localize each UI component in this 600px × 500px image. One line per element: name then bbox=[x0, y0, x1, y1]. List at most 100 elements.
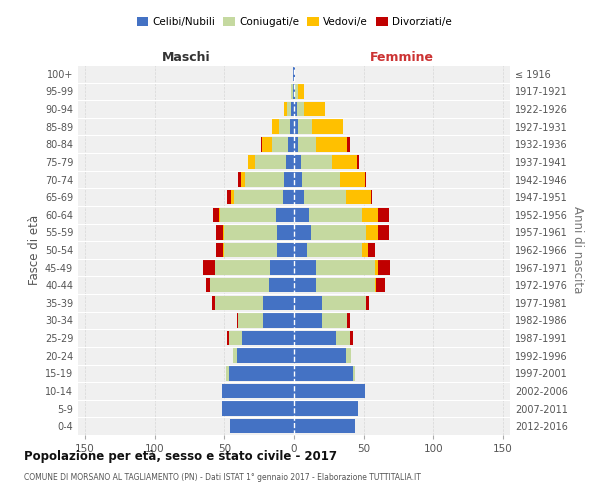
Bar bbox=[340, 172, 365, 186]
Bar bbox=[203, 260, 215, 275]
Bar bbox=[375, 278, 376, 292]
Bar bbox=[316, 260, 375, 275]
Bar bbox=[271, 260, 294, 275]
Bar bbox=[231, 190, 234, 204]
Bar bbox=[263, 296, 294, 310]
Bar bbox=[377, 260, 390, 275]
Bar bbox=[294, 120, 298, 134]
Bar bbox=[298, 120, 312, 134]
Bar bbox=[276, 208, 294, 222]
Bar bbox=[365, 172, 367, 186]
Bar bbox=[237, 348, 294, 363]
Y-axis label: Fasce di età: Fasce di età bbox=[28, 215, 41, 285]
Bar bbox=[294, 243, 307, 257]
Text: COMUNE DI MORSANO AL TAGLIAMENTO (PN) - Dati ISTAT 1° gennaio 2017 - Elaborazion: COMUNE DI MORSANO AL TAGLIAMENTO (PN) - … bbox=[24, 472, 421, 482]
Bar bbox=[234, 190, 283, 204]
Bar bbox=[223, 225, 224, 240]
Bar bbox=[316, 278, 375, 292]
Bar bbox=[367, 296, 369, 310]
Bar bbox=[350, 331, 353, 345]
Bar bbox=[294, 384, 365, 398]
Bar bbox=[211, 278, 269, 292]
Bar bbox=[294, 314, 322, 328]
Bar bbox=[213, 208, 219, 222]
Bar bbox=[347, 314, 350, 328]
Bar bbox=[293, 84, 294, 98]
Bar bbox=[227, 331, 229, 345]
Bar bbox=[362, 208, 377, 222]
Bar bbox=[293, 66, 294, 81]
Bar bbox=[368, 243, 375, 257]
Bar bbox=[357, 154, 359, 169]
Text: Femmine: Femmine bbox=[370, 51, 434, 64]
Bar bbox=[307, 243, 362, 257]
Bar bbox=[367, 225, 377, 240]
Bar bbox=[272, 137, 289, 152]
Bar bbox=[216, 225, 223, 240]
Bar bbox=[277, 225, 294, 240]
Bar bbox=[241, 172, 245, 186]
Bar bbox=[277, 243, 294, 257]
Bar bbox=[346, 190, 371, 204]
Bar bbox=[229, 366, 294, 380]
Bar bbox=[336, 331, 350, 345]
Bar bbox=[294, 154, 301, 169]
Bar bbox=[371, 190, 372, 204]
Bar bbox=[237, 314, 238, 328]
Bar bbox=[294, 419, 355, 434]
Bar bbox=[294, 102, 297, 117]
Bar bbox=[212, 296, 215, 310]
Bar bbox=[294, 84, 295, 98]
Bar bbox=[294, 366, 353, 380]
Legend: Celibi/Nubili, Coniugati/e, Vedovi/e, Divorziati/e: Celibi/Nubili, Coniugati/e, Vedovi/e, Di… bbox=[133, 13, 455, 32]
Bar bbox=[284, 102, 287, 117]
Bar bbox=[375, 260, 377, 275]
Bar bbox=[238, 172, 241, 186]
Bar bbox=[294, 190, 304, 204]
Bar bbox=[290, 120, 294, 134]
Bar bbox=[294, 225, 311, 240]
Bar bbox=[286, 154, 294, 169]
Bar bbox=[294, 137, 298, 152]
Bar bbox=[346, 348, 351, 363]
Bar bbox=[255, 154, 286, 169]
Bar bbox=[238, 314, 263, 328]
Bar bbox=[248, 154, 255, 169]
Bar bbox=[304, 190, 346, 204]
Bar bbox=[301, 154, 332, 169]
Bar bbox=[291, 102, 294, 117]
Bar bbox=[312, 120, 343, 134]
Bar bbox=[294, 66, 295, 81]
Bar bbox=[294, 260, 316, 275]
Bar bbox=[304, 102, 325, 117]
Text: Maschi: Maschi bbox=[161, 51, 211, 64]
Bar bbox=[283, 190, 294, 204]
Bar bbox=[287, 102, 291, 117]
Bar bbox=[215, 260, 271, 275]
Bar bbox=[219, 208, 220, 222]
Bar bbox=[206, 278, 211, 292]
Bar bbox=[216, 243, 223, 257]
Bar bbox=[224, 225, 277, 240]
Bar bbox=[220, 208, 276, 222]
Bar bbox=[242, 331, 294, 345]
Bar bbox=[245, 172, 284, 186]
Bar bbox=[289, 137, 294, 152]
Bar bbox=[226, 366, 229, 380]
Bar bbox=[322, 314, 347, 328]
Bar bbox=[322, 296, 367, 310]
Bar bbox=[227, 190, 231, 204]
Bar bbox=[262, 137, 272, 152]
Bar bbox=[233, 348, 237, 363]
Bar bbox=[295, 84, 298, 98]
Bar bbox=[332, 154, 357, 169]
Bar bbox=[302, 172, 340, 186]
Bar bbox=[263, 314, 294, 328]
Bar bbox=[294, 331, 336, 345]
Bar bbox=[294, 402, 358, 416]
Bar bbox=[377, 225, 389, 240]
Bar bbox=[316, 137, 347, 152]
Bar bbox=[294, 296, 322, 310]
Bar bbox=[260, 137, 262, 152]
Bar bbox=[353, 366, 355, 380]
